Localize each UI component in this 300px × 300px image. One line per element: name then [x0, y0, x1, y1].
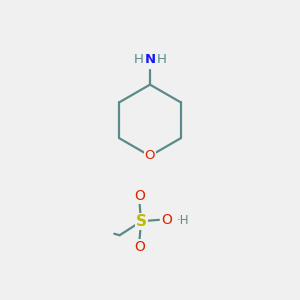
Text: S: S [136, 214, 147, 229]
Text: O: O [145, 149, 155, 162]
Text: H: H [156, 53, 166, 66]
Text: O: O [134, 189, 145, 203]
Text: H: H [134, 53, 144, 66]
Text: ·H: ·H [176, 214, 189, 227]
Text: O: O [161, 213, 172, 227]
Text: N: N [144, 53, 156, 66]
Text: O: O [134, 240, 145, 254]
